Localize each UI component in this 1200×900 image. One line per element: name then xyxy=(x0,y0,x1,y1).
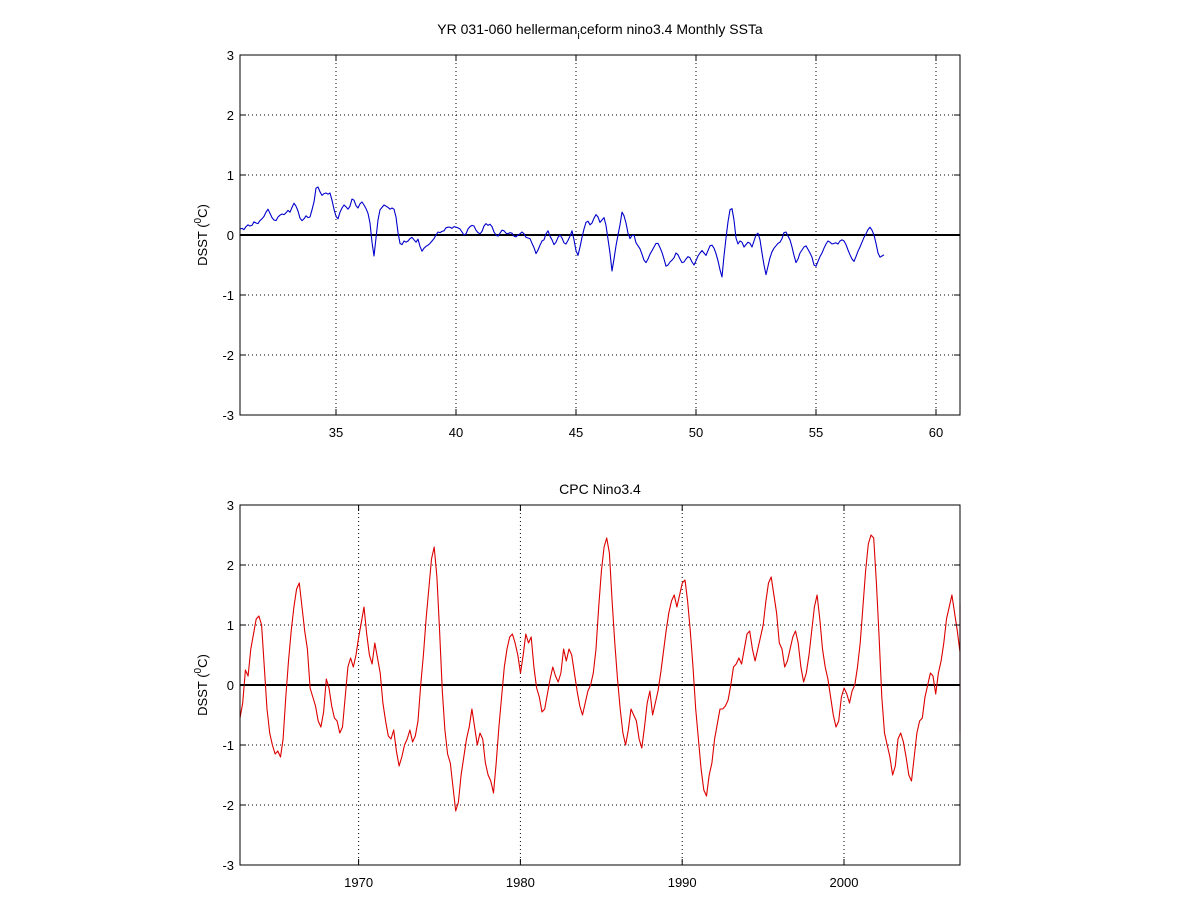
chart-bottom-x-ticks: 1970 1980 1990 2000 xyxy=(344,505,858,890)
chart-top-xtick-label-4: 55 xyxy=(809,425,823,440)
chart-top-ytick-label-4: 1 xyxy=(227,168,234,183)
chart-top-ytick-label-1: -2 xyxy=(222,348,234,363)
chart-top-series-line-0 xyxy=(239,186,885,278)
chart-top-series-group xyxy=(239,186,885,278)
chart-bottom-ytick-label-5: 2 xyxy=(227,558,234,573)
chart-top-ylabel: DSST (0C) xyxy=(193,204,210,266)
chart-bottom-ytick-label-1: -2 xyxy=(222,798,234,813)
chart-top-ytick-label-0: -3 xyxy=(222,408,234,423)
chart-top: YR 031-060 hellermaniceform nino3.4 Mont… xyxy=(193,21,961,440)
chart-top-ytick-label-6: 3 xyxy=(227,48,234,63)
chart-bottom-ytick-label-4: 1 xyxy=(227,618,234,633)
chart-top-ytick-label-5: 2 xyxy=(227,108,234,123)
chart-top-title: YR 031-060 hellermaniceform nino3.4 Mont… xyxy=(437,21,763,42)
chart-top-ytick-label-3: 0 xyxy=(227,228,234,243)
chart-bottom: CPC Nino3.4 1970 1980 1990 2000 -3-2-10123 … xyxy=(193,481,961,890)
chart-bottom-series-line-0 xyxy=(239,534,961,812)
chart-bottom-ytick-label-0: -3 xyxy=(222,858,234,873)
chart-bottom-ytick-label-6: 3 xyxy=(227,498,234,513)
chart-top-xtick-label-5: 60 xyxy=(929,425,943,440)
chart-top-xtick-label-0: 35 xyxy=(329,425,343,440)
chart-bottom-xtick-label-1: 1980 xyxy=(506,875,535,890)
chart-top-ytick-label-2: -1 xyxy=(222,288,234,303)
chart-bottom-xtick-label-2: 1990 xyxy=(668,875,697,890)
chart-bottom-ytick-label-3: 0 xyxy=(227,678,234,693)
chart-bottom-ytick-label-2: -1 xyxy=(222,738,234,753)
chart-top-y-ticks: -3 -2 -1 0 1 2 3 xyxy=(222,48,960,423)
chart-top-x-ticks: 35 40 45 50 55 60 xyxy=(329,55,943,440)
chart-top-xtick-label-2: 45 xyxy=(569,425,583,440)
chart-bottom-y-ticks: -3 -2 -1 0 1 2 3 xyxy=(222,498,960,873)
chart-top-xtick-label-1: 40 xyxy=(449,425,463,440)
chart-top-xtick-label-3: 50 xyxy=(689,425,703,440)
chart-bottom-series-group xyxy=(239,534,961,812)
chart-bottom-xtick-label-3: 2000 xyxy=(830,875,859,890)
chart-bottom-xtick-label-0: 1970 xyxy=(344,875,373,890)
chart-bottom-title: CPC Nino3.4 xyxy=(559,481,641,497)
chart-bottom-ylabel: DSST (0C) xyxy=(193,654,210,716)
